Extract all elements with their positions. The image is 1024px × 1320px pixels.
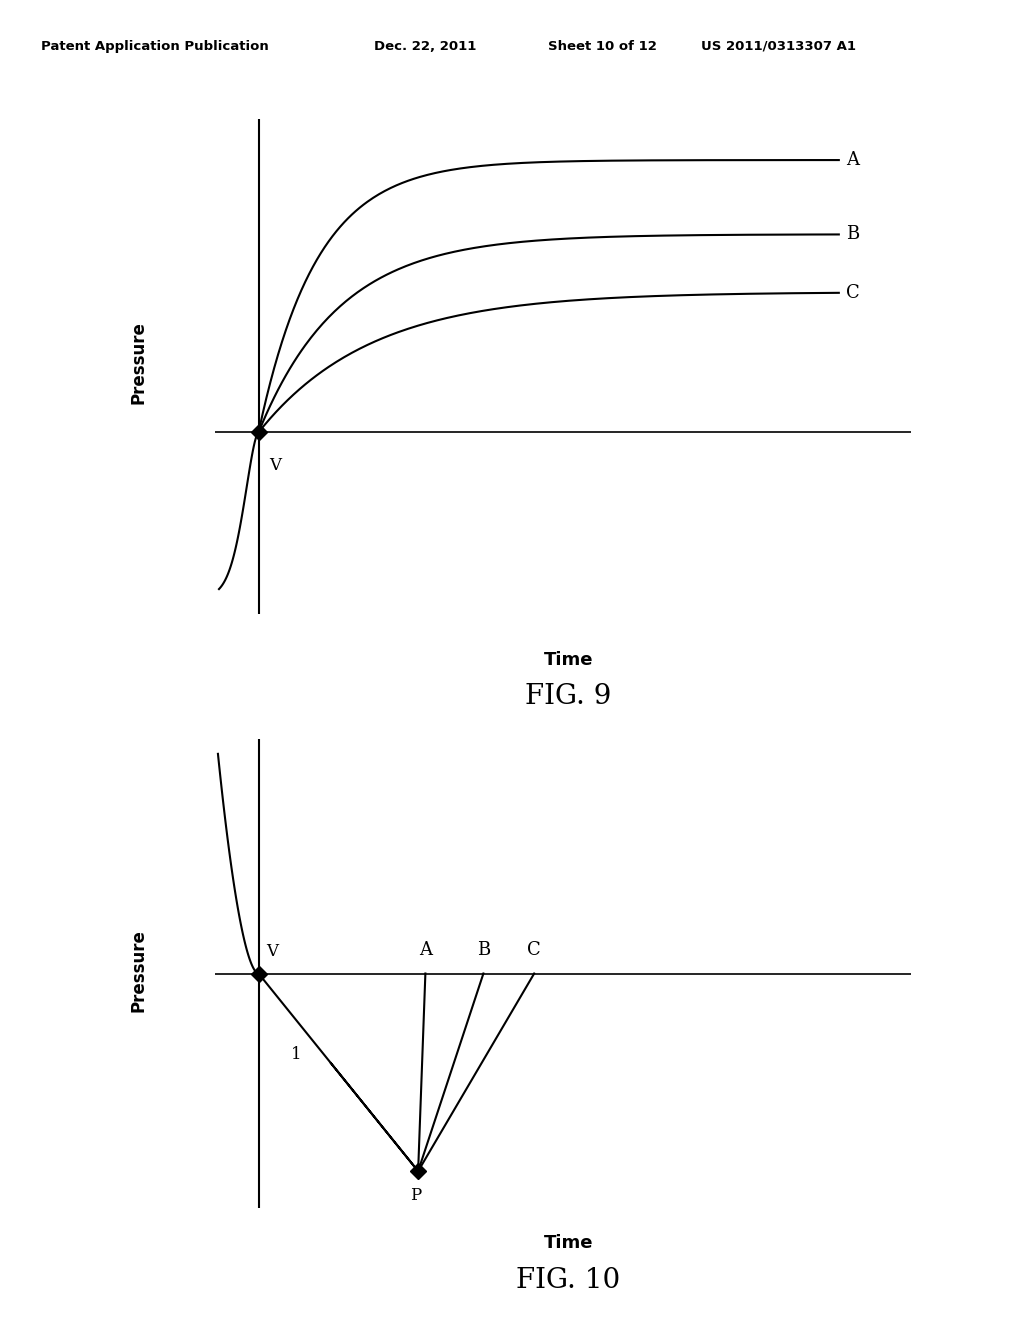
Text: Dec. 22, 2011: Dec. 22, 2011	[374, 40, 476, 53]
Text: V: V	[268, 457, 281, 474]
Text: Patent Application Publication: Patent Application Publication	[41, 40, 268, 53]
Text: A: A	[846, 150, 859, 169]
Text: Sheet 10 of 12: Sheet 10 of 12	[548, 40, 656, 53]
Text: Time: Time	[544, 1234, 593, 1253]
Text: Time: Time	[544, 651, 593, 669]
Text: P: P	[410, 1187, 421, 1204]
Text: US 2011/0313307 A1: US 2011/0313307 A1	[701, 40, 856, 53]
Text: Pressure: Pressure	[129, 322, 147, 404]
Text: Pressure: Pressure	[129, 929, 147, 1011]
Text: FIG. 10: FIG. 10	[516, 1267, 621, 1294]
Text: B: B	[846, 226, 859, 243]
Text: A: A	[419, 941, 432, 958]
Text: FIG. 9: FIG. 9	[525, 684, 611, 710]
Text: V: V	[266, 944, 278, 961]
Text: C: C	[527, 941, 541, 958]
Text: 1: 1	[291, 1045, 301, 1063]
Text: B: B	[477, 941, 490, 958]
Text: C: C	[846, 284, 860, 302]
